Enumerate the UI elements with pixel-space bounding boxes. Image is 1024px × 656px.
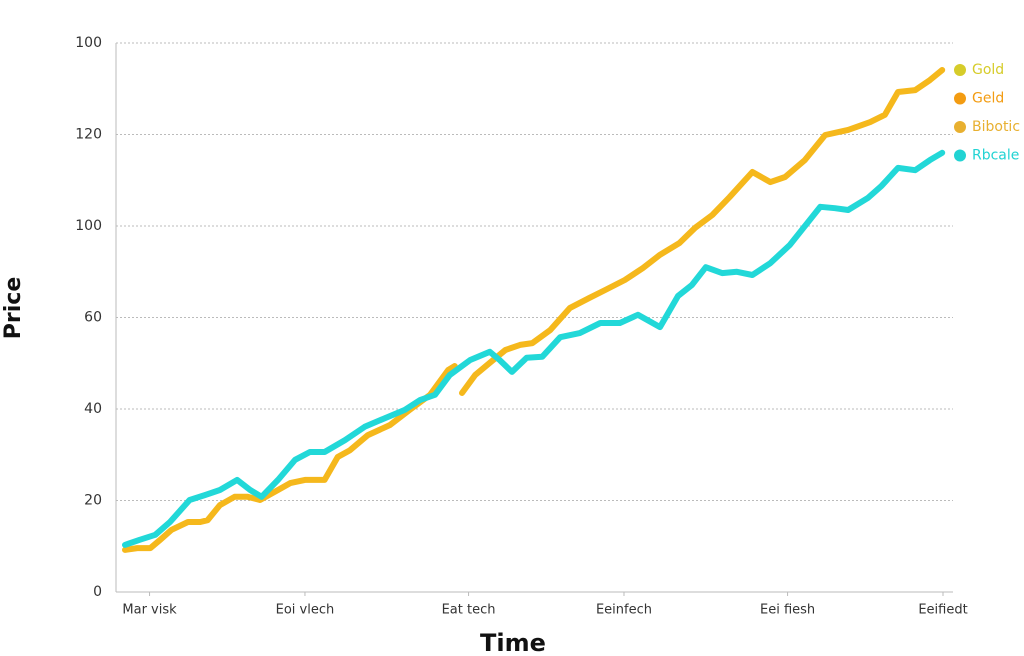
- y-axis-label: Price: [1, 277, 26, 339]
- x-tick-label: Eat tech: [442, 603, 496, 618]
- line-series: [122, 149, 946, 548]
- y-tick-label: 0: [93, 584, 102, 600]
- y-tick-label: 20: [84, 493, 102, 509]
- y-tick-label: 100: [75, 218, 102, 234]
- y-tick-label: 120: [75, 127, 102, 143]
- x-axis-label: Time: [480, 629, 546, 656]
- legend-label: Bibotic: [972, 119, 1020, 135]
- legend-marker: [954, 64, 966, 76]
- x-tick-label: Eeifiedt: [918, 603, 967, 618]
- legend-marker: [954, 121, 966, 133]
- y-tick-label: 40: [84, 401, 102, 417]
- y-tick-label: 100: [75, 35, 102, 51]
- x-tick-label: Eei fiesh: [760, 603, 815, 618]
- legend-marker: [954, 92, 966, 105]
- legend-marker: [954, 149, 966, 162]
- line-series: [122, 67, 946, 553]
- x-tick-label: Eoi vlech: [276, 603, 335, 618]
- x-tick-label: Eeinfech: [596, 603, 652, 618]
- legend-label: Geld: [972, 91, 1004, 107]
- legend-label: Rbcale: [972, 148, 1019, 164]
- legend-label: Gold: [972, 62, 1004, 78]
- y-tick-label: 60: [84, 310, 102, 326]
- x-tick-label: Mar visk: [122, 603, 177, 618]
